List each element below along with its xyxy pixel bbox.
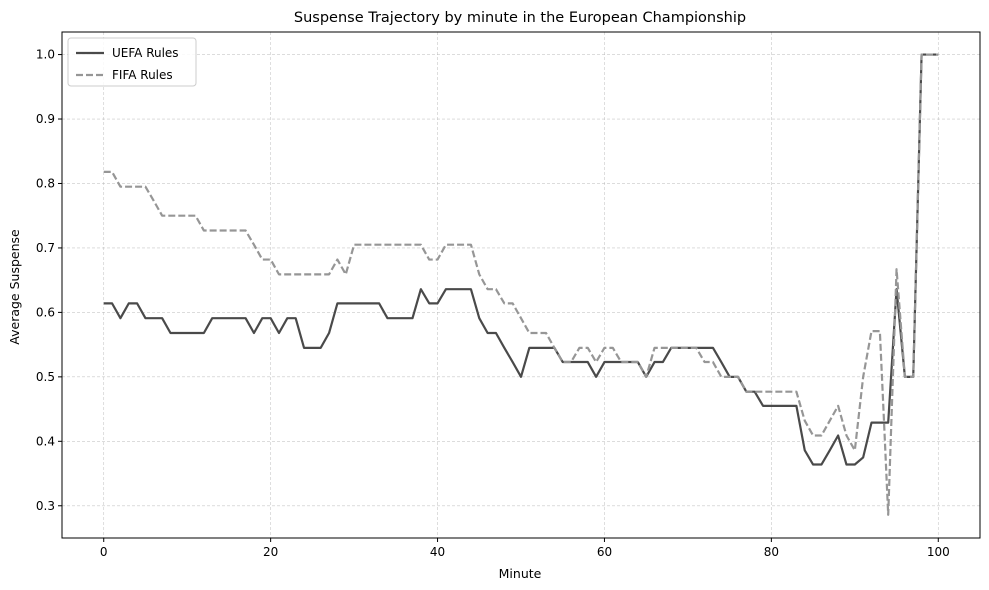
plot-frame bbox=[61, 31, 981, 539]
legend: UEFA Rules FIFA Rules bbox=[67, 37, 197, 87]
y-tick-label: 0.5 bbox=[36, 370, 55, 384]
y-tick-label: 0.4 bbox=[36, 434, 55, 448]
x-tick-label: 0 bbox=[100, 545, 108, 559]
chart-title: Suspense Trajectory by minute in the Eur… bbox=[294, 10, 746, 26]
y-tick-label: 0.9 bbox=[36, 112, 55, 126]
x-tick-label: 80 bbox=[764, 545, 779, 559]
x-tick-label: 40 bbox=[430, 545, 445, 559]
grid-lines bbox=[62, 32, 980, 538]
series-line-fifa bbox=[103, 53, 939, 516]
legend-label: UEFA Rules bbox=[112, 46, 179, 60]
series-lines bbox=[103, 53, 939, 516]
y-tick-label: 0.3 bbox=[36, 499, 55, 513]
series-line-uefa bbox=[103, 53, 939, 466]
x-axis-label: Minute bbox=[499, 566, 542, 581]
y-axis-label: Average Suspense bbox=[7, 229, 22, 345]
y-tick-label: 0.7 bbox=[36, 241, 55, 255]
y-tick-label: 0.8 bbox=[36, 176, 55, 190]
y-tick-label: 0.6 bbox=[36, 305, 55, 319]
x-tick-label: 100 bbox=[927, 545, 950, 559]
y-tick-label: 1.0 bbox=[36, 48, 55, 62]
x-tick-label: 20 bbox=[263, 545, 278, 559]
axes: 0 20 40 60 80 100 0.3 0.4 0.5 0.6 0.7 0.8 0.9 1.0 bbox=[36, 31, 981, 559]
legend-label: FIFA Rules bbox=[112, 68, 173, 82]
x-tick-label: 60 bbox=[597, 545, 612, 559]
